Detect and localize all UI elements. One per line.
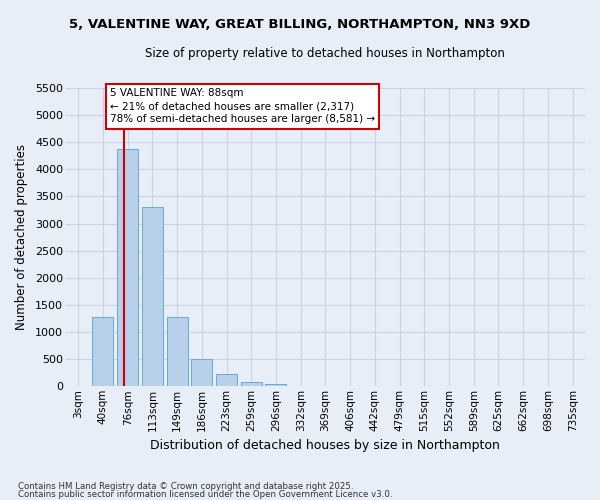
Bar — [191, 359, 212, 386]
Bar — [265, 384, 286, 386]
Bar — [167, 317, 188, 386]
Bar — [241, 382, 262, 386]
Bar — [216, 374, 237, 386]
Y-axis label: Number of detached properties: Number of detached properties — [15, 144, 28, 330]
X-axis label: Distribution of detached houses by size in Northampton: Distribution of detached houses by size … — [151, 440, 500, 452]
Bar — [142, 208, 163, 386]
Bar — [92, 318, 113, 386]
Text: 5 VALENTINE WAY: 88sqm
← 21% of detached houses are smaller (2,317)
78% of semi-: 5 VALENTINE WAY: 88sqm ← 21% of detached… — [110, 88, 375, 124]
Text: Contains HM Land Registry data © Crown copyright and database right 2025.: Contains HM Land Registry data © Crown c… — [18, 482, 353, 491]
Title: Size of property relative to detached houses in Northampton: Size of property relative to detached ho… — [145, 48, 505, 60]
Text: Contains public sector information licensed under the Open Government Licence v3: Contains public sector information licen… — [18, 490, 392, 499]
Text: 5, VALENTINE WAY, GREAT BILLING, NORTHAMPTON, NN3 9XD: 5, VALENTINE WAY, GREAT BILLING, NORTHAM… — [70, 18, 530, 30]
Bar — [117, 149, 138, 386]
